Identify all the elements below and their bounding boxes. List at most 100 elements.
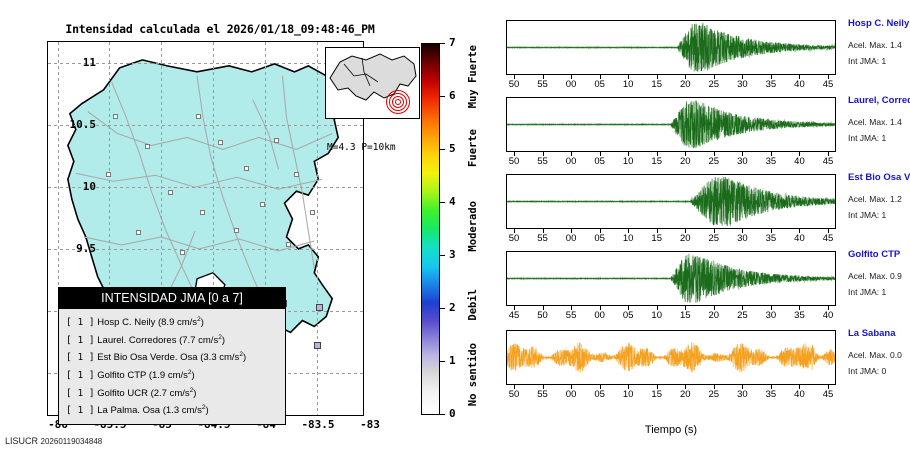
seismogram-jma-intensity: Int JMA: 1 bbox=[848, 287, 887, 297]
legend-value: 3.3 bbox=[203, 352, 217, 364]
station-marker[interactable] bbox=[136, 230, 141, 235]
seismogram-station-name[interactable]: Hosp C. Neily bbox=[848, 18, 910, 29]
station-marker[interactable] bbox=[106, 172, 111, 177]
map-y-tick: 9.5 bbox=[76, 242, 96, 255]
gridline-vertical bbox=[317, 42, 318, 415]
axis-tick-label: 10 bbox=[651, 310, 662, 321]
axis-tick-mark bbox=[514, 228, 515, 233]
axis-tick-label: 50 bbox=[508, 389, 520, 400]
axis-tick-mark bbox=[799, 151, 801, 156]
seismogram-trace-box[interactable] bbox=[506, 97, 836, 152]
colorbar-tick: 7 bbox=[449, 36, 456, 49]
axis-tick-label: 45 bbox=[822, 79, 834, 90]
locator-inset-map[interactable] bbox=[325, 47, 420, 119]
station-marker[interactable] bbox=[274, 138, 279, 143]
station-marker[interactable] bbox=[200, 210, 205, 215]
axis-tick-mark bbox=[713, 305, 715, 310]
station-marker-felt[interactable] bbox=[314, 342, 321, 349]
station-marker[interactable] bbox=[145, 144, 150, 149]
legend-value: 2.7 bbox=[153, 387, 167, 399]
legend-title: INTENSIDAD JMA [0 a 7] bbox=[59, 288, 285, 309]
station-marker[interactable] bbox=[196, 114, 201, 119]
axis-tick-label: 05 bbox=[622, 310, 634, 321]
station-marker[interactable] bbox=[218, 140, 223, 145]
seismogram-station-name[interactable]: Est Bio Osa Verde, Osa bbox=[848, 172, 910, 183]
axis-tick-label: 35 bbox=[765, 233, 777, 244]
axis-tick-label: 35 bbox=[794, 310, 805, 321]
axis-tick-mark bbox=[685, 74, 687, 79]
legend-station: Golfito CTP bbox=[97, 370, 147, 382]
seismogram-time-axis: 45 50 55 00 05 10 15 20 25 30 35 40 bbox=[506, 305, 836, 326]
legend-index: [ 1 ] bbox=[66, 387, 95, 399]
axis-tick-label: 30 bbox=[765, 310, 777, 321]
colorbar-gradient bbox=[421, 43, 440, 415]
axis-tick-label: 15 bbox=[679, 310, 691, 321]
seismogram-station-name[interactable]: Laurel, Corredores bbox=[848, 95, 910, 106]
axis-tick-mark bbox=[799, 384, 801, 389]
axis-tick-mark bbox=[571, 151, 573, 156]
axis-tick-label: 15 bbox=[651, 79, 662, 90]
seismogram-trace-box[interactable] bbox=[506, 174, 836, 229]
colorbar-tick: 0 bbox=[449, 407, 456, 420]
legend-list: [ 1 ] Hosp C. Neily (8.9 cm/s2) [ 1 ] La… bbox=[59, 309, 285, 424]
axis-tick-mark bbox=[571, 305, 573, 310]
axis-tick-label: 45 bbox=[822, 156, 834, 167]
station-marker[interactable] bbox=[310, 210, 315, 215]
axis-tick-label: 50 bbox=[508, 79, 520, 90]
agency-label: LISUCR bbox=[5, 436, 39, 446]
axis-tick-mark bbox=[828, 228, 829, 233]
axis-tick-mark bbox=[542, 228, 544, 233]
seismogram-acceleration: Acel. Max. 0.9 bbox=[848, 271, 902, 281]
axis-tick-mark bbox=[656, 151, 658, 156]
legend-value: 8.9 bbox=[161, 317, 175, 329]
axis-tick-mark bbox=[828, 151, 829, 156]
waveform bbox=[507, 100, 835, 149]
seismogram-time-axis: 50 55 00 05 10 15 20 25 30 35 40 45 bbox=[506, 151, 836, 172]
event-code: 20260119034848 bbox=[40, 437, 103, 446]
station-marker[interactable] bbox=[113, 114, 118, 119]
seismogram-jma-intensity: Int JMA: 1 bbox=[848, 56, 887, 66]
axis-tick-label: 55 bbox=[537, 389, 548, 400]
station-marker[interactable] bbox=[294, 172, 299, 177]
axis-tick-label: 55 bbox=[537, 156, 548, 167]
axis-tick-label: 05 bbox=[594, 79, 605, 90]
legend-station: La Palma. Osa bbox=[97, 405, 161, 417]
axis-tick-mark bbox=[770, 74, 772, 79]
station-marker[interactable] bbox=[168, 190, 173, 195]
axis-tick-label: 40 bbox=[794, 389, 805, 400]
seismogram-station-name[interactable]: La Sabana bbox=[848, 328, 896, 339]
station-marker-felt[interactable] bbox=[316, 304, 323, 311]
waveform bbox=[507, 177, 835, 227]
axis-tick-label: 30 bbox=[737, 79, 748, 90]
axis-tick-label: 30 bbox=[737, 156, 748, 167]
gridline-vertical bbox=[265, 42, 266, 415]
axis-tick-label: 05 bbox=[594, 389, 605, 400]
seismogram-trace-box[interactable] bbox=[506, 251, 836, 306]
axis-tick-label: 20 bbox=[679, 389, 691, 400]
legend-index: [ 1 ] bbox=[66, 352, 95, 364]
seismogram-trace-box[interactable] bbox=[506, 330, 836, 385]
gridline-vertical bbox=[213, 42, 214, 415]
seismogram-trace-box[interactable] bbox=[506, 20, 836, 75]
colorbar-tick: 6 bbox=[449, 89, 456, 102]
axis-tick-mark bbox=[770, 151, 772, 156]
axis-tick-label: 25 bbox=[708, 156, 720, 167]
axis-tick-label: 10 bbox=[622, 156, 634, 167]
station-marker[interactable] bbox=[244, 166, 249, 171]
legend-unit: cm/s bbox=[198, 334, 219, 346]
list-item: [ 1 ] Est Bio Osa Verde. Osa (3.3 cm/s2) bbox=[66, 351, 247, 364]
list-item: [ 1 ] Hosp C. Neily (8.9 cm/s2) bbox=[66, 316, 204, 329]
station-marker[interactable] bbox=[180, 250, 185, 255]
axis-tick-mark bbox=[742, 151, 744, 156]
list-item: [ 1 ] La Palma. Osa (1.3 cm/s2) bbox=[66, 404, 209, 417]
station-marker[interactable] bbox=[286, 242, 291, 247]
axis-tick-label: 10 bbox=[622, 79, 634, 90]
seismogram-station-name[interactable]: Golfito CTP bbox=[848, 249, 901, 260]
legend-unit: cm/s bbox=[219, 352, 240, 364]
seismogram-acceleration: Acel. Max. 1.2 bbox=[848, 194, 902, 204]
station-marker[interactable] bbox=[234, 228, 239, 233]
seismogram-xlabel: Tiempo (s) bbox=[644, 424, 698, 436]
colorbar-tick: 4 bbox=[449, 195, 456, 208]
station-marker[interactable] bbox=[260, 202, 265, 207]
legend-station: Golfito UCR bbox=[97, 387, 148, 399]
